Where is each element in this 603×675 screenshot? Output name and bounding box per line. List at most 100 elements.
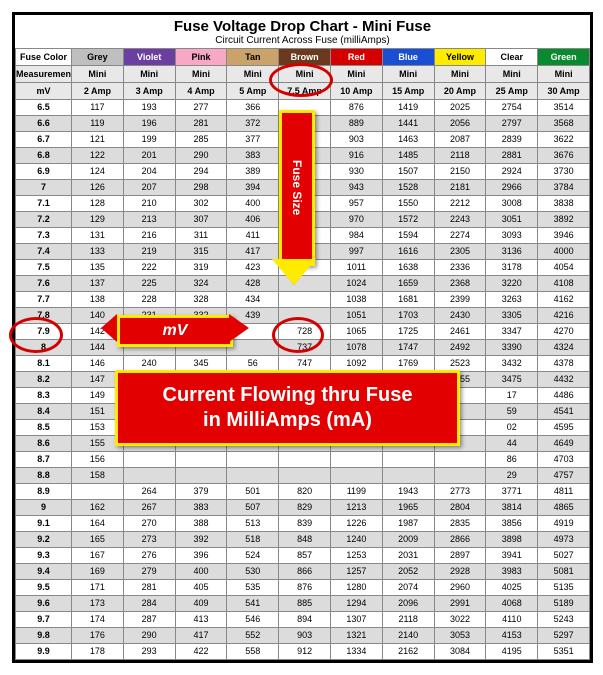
cell: 1528 xyxy=(382,180,434,196)
cell: 1051 xyxy=(330,308,382,324)
cell: 138 xyxy=(72,292,124,308)
cell: 4162 xyxy=(538,292,590,308)
cell: 1078 xyxy=(330,340,382,356)
table-row: 6.91242042943899301507215029243730 xyxy=(16,164,590,180)
hdr-mini: Mini xyxy=(434,66,486,83)
cell: 1253 xyxy=(330,548,382,564)
row-mv: 9.7 xyxy=(16,612,72,628)
hdr-mini: Mini xyxy=(175,66,227,83)
cell: 5135 xyxy=(538,580,590,596)
cell: 3676 xyxy=(538,148,590,164)
cell: 2928 xyxy=(434,564,486,580)
cell: 820 xyxy=(279,484,331,500)
cell: 146 xyxy=(72,356,124,372)
cell: 155 xyxy=(72,436,124,452)
cell: 231 xyxy=(123,308,175,324)
cell: 2274 xyxy=(434,228,486,244)
cell: 2087 xyxy=(434,132,486,148)
cell xyxy=(330,404,382,420)
cell: 3008 xyxy=(486,196,538,212)
cell xyxy=(434,452,486,468)
cell: 199 xyxy=(123,132,175,148)
cell xyxy=(227,324,279,340)
cell xyxy=(123,420,175,436)
chart-title: Fuse Voltage Drop Chart - Mini Fuse xyxy=(15,15,590,35)
cell: 4378 xyxy=(538,356,590,372)
cell: 3178 xyxy=(486,260,538,276)
cell: 3432 xyxy=(486,356,538,372)
cell: 912 xyxy=(279,644,331,660)
cell: 839 xyxy=(279,516,331,532)
cell xyxy=(123,452,175,468)
cell: 171 xyxy=(72,580,124,596)
cell: 4108 xyxy=(538,276,590,292)
cell: 4153 xyxy=(486,628,538,644)
table-row: 9.216527339251884812402009286638984973 xyxy=(16,532,590,548)
cell: 2243 xyxy=(434,212,486,228)
cell: 2924 xyxy=(486,164,538,180)
cell: 4541 xyxy=(538,404,590,420)
cell: 2555 xyxy=(434,372,486,388)
cell xyxy=(279,292,331,308)
cell: 3475 xyxy=(486,372,538,388)
cell: 4811 xyxy=(538,484,590,500)
row-mv: 8.7 xyxy=(16,452,72,468)
cell: 2031 xyxy=(382,548,434,564)
table-row: 8.5153024595 xyxy=(16,420,590,436)
hdr-mini: Mini xyxy=(227,66,279,83)
cell: 1294 xyxy=(330,596,382,612)
cell: 984 xyxy=(330,228,382,244)
cell: 3263 xyxy=(486,292,538,308)
cell: 3814 xyxy=(486,500,538,516)
hdr-amp: 15 Amp xyxy=(382,83,434,100)
cell: 2181 xyxy=(434,180,486,196)
hdr-mini: Mini xyxy=(72,66,124,83)
cell: 422 xyxy=(175,644,227,660)
cell: 3946 xyxy=(538,228,590,244)
cell: 411 xyxy=(227,228,279,244)
cell xyxy=(227,452,279,468)
cell: 311 xyxy=(175,228,227,244)
cell: 2212 xyxy=(434,196,486,212)
table-row: 8.3149174486 xyxy=(16,388,590,404)
row-mv: 7.4 xyxy=(16,244,72,260)
cell: 1987 xyxy=(382,516,434,532)
cell: 916 xyxy=(330,148,382,164)
hdr-color-red: Red xyxy=(330,49,382,66)
cell xyxy=(330,436,382,452)
cell xyxy=(175,420,227,436)
cell: 1572 xyxy=(382,212,434,228)
row-mv: 8.2 xyxy=(16,372,72,388)
cell: 307 xyxy=(175,212,227,228)
table-row: 71262072983949431528218129663784 xyxy=(16,180,590,196)
row-mv: 8 xyxy=(16,340,72,356)
cell: 3051 xyxy=(486,212,538,228)
cell: 2797 xyxy=(486,116,538,132)
row-mv: 9.6 xyxy=(16,596,72,612)
cell: 4919 xyxy=(538,516,590,532)
cell: 894 xyxy=(279,612,331,628)
table-row: 7.914272810651725246133474270 xyxy=(16,324,590,340)
table-row: 9.316727639652485712532031289739415027 xyxy=(16,548,590,564)
cell: 388 xyxy=(175,516,227,532)
cell: 2804 xyxy=(434,500,486,516)
table-row: 9.517128140553587612802074296040255135 xyxy=(16,580,590,596)
cell: 428 xyxy=(227,276,279,292)
cell xyxy=(279,388,331,404)
cell: 535 xyxy=(227,580,279,596)
cell: 943 xyxy=(330,180,382,196)
cell: 2368 xyxy=(434,276,486,292)
cell xyxy=(382,388,434,404)
cell: 225 xyxy=(123,276,175,292)
cell: 328 xyxy=(175,292,227,308)
cell: 284 xyxy=(123,596,175,612)
cell: 3771 xyxy=(486,484,538,500)
cell: 885 xyxy=(279,596,331,612)
cell xyxy=(227,468,279,484)
cell xyxy=(434,388,486,404)
cell: 1334 xyxy=(330,644,382,660)
cell: 133 xyxy=(72,244,124,260)
cell xyxy=(279,164,331,180)
cell: 4110 xyxy=(486,612,538,628)
cell: 3347 xyxy=(486,324,538,340)
